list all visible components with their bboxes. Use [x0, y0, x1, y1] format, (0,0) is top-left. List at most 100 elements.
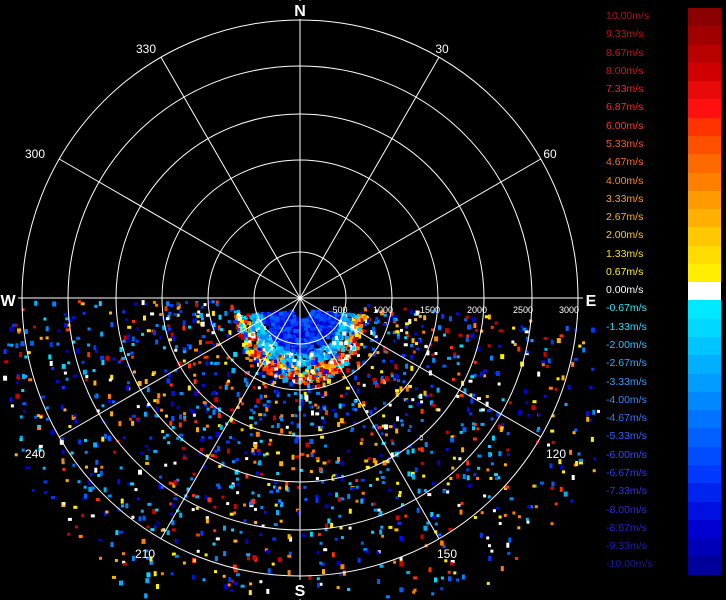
legend-row: 4.00m/s	[605, 172, 725, 191]
echo-cell	[80, 302, 85, 306]
echo-cell	[263, 413, 267, 417]
echo-cell	[508, 401, 512, 405]
echo-cell	[390, 372, 394, 376]
echo-cell	[122, 339, 126, 343]
echo-cell	[321, 311, 326, 316]
echo-cell	[294, 366, 298, 370]
echo-cell	[343, 357, 348, 362]
echo-cell	[194, 317, 198, 321]
echo-cell	[357, 353, 360, 357]
echo-cell	[260, 312, 265, 316]
echo-cell	[295, 337, 300, 342]
echo-cell	[506, 485, 510, 489]
echo-cell	[271, 367, 276, 372]
echo-cell	[236, 323, 241, 328]
echo-cell	[153, 399, 157, 403]
echo-cell	[490, 549, 494, 553]
legend-swatch	[688, 117, 721, 136]
echo-cell	[264, 341, 269, 346]
echo-cell	[396, 336, 400, 340]
echo-cell	[212, 343, 216, 347]
echo-cell	[438, 325, 441, 331]
echo-cell	[422, 474, 426, 478]
echo-cell	[321, 345, 326, 350]
south-label: S	[295, 583, 306, 600]
echo-cell	[122, 436, 126, 440]
echo-cell	[160, 528, 164, 532]
legend-row: -8.67m/s	[605, 519, 725, 539]
echo-cell	[597, 409, 600, 413]
echo-cell	[173, 480, 177, 485]
echo-cell	[537, 412, 541, 416]
echo-cell	[492, 509, 496, 513]
echo-cell	[142, 515, 146, 521]
echo-cell	[311, 376, 316, 381]
echo-cell	[167, 441, 171, 445]
legend-label: 8.67m/s	[606, 46, 644, 59]
echo-cell	[24, 375, 27, 378]
echo-cell	[305, 332, 310, 337]
echo-cell	[354, 408, 358, 412]
echo-cell	[203, 303, 207, 307]
echo-cell	[36, 414, 40, 418]
echo-cell	[74, 418, 78, 424]
echo-cell	[343, 361, 348, 366]
echo-cell	[115, 530, 119, 536]
echo-cell	[274, 400, 278, 404]
echo-cell	[379, 510, 383, 514]
echo-cell	[268, 336, 272, 341]
echo-cell	[431, 592, 435, 596]
echo-cell	[565, 326, 569, 331]
echo-cell	[279, 349, 284, 354]
echo-cell	[77, 480, 81, 484]
echo-cell	[420, 408, 424, 414]
echo-cell	[155, 508, 159, 512]
bearing-spoke	[58, 158, 301, 299]
echo-cell	[318, 327, 323, 332]
echo-cell	[382, 323, 387, 326]
echo-cell	[274, 360, 278, 363]
echo-cell	[406, 449, 410, 455]
echo-cell	[287, 372, 292, 377]
echo-cell	[259, 350, 263, 355]
echo-cell	[235, 326, 239, 330]
echo-cell	[267, 348, 271, 353]
echo-cell	[317, 341, 322, 346]
echo-cell	[451, 466, 455, 470]
echo-cell	[195, 302, 199, 308]
echo-cell	[377, 426, 382, 430]
echo-cell	[373, 351, 376, 357]
echo-cell	[461, 574, 465, 580]
echo-cell	[392, 331, 396, 335]
echo-cell	[118, 421, 122, 427]
echo-cell	[285, 485, 288, 491]
echo-cell	[300, 380, 305, 384]
echo-cell	[342, 570, 346, 576]
echo-cell	[306, 454, 310, 458]
echo-cell	[240, 402, 244, 406]
echo-cell	[442, 545, 446, 548]
echo-cell	[43, 480, 48, 484]
echo-cell	[19, 438, 23, 442]
echo-cell	[110, 542, 114, 547]
echo-cell	[278, 369, 281, 375]
legend-label: 3.33m/s	[606, 192, 644, 205]
echo-cell	[224, 384, 228, 390]
legend-swatch	[688, 263, 721, 283]
echo-cell	[126, 482, 130, 486]
echo-cell	[156, 521, 160, 525]
echo-cell	[466, 334, 470, 338]
echo-cell	[292, 337, 297, 342]
echo-cell	[281, 365, 286, 370]
echo-cell	[243, 346, 248, 351]
echo-cell	[345, 354, 350, 358]
echo-cell	[309, 338, 314, 343]
echo-cell	[324, 356, 329, 361]
echo-cell	[138, 469, 142, 475]
echo-cell	[65, 349, 69, 353]
echo-cell	[61, 437, 65, 441]
echo-cell	[545, 364, 549, 368]
echo-cell	[270, 319, 275, 324]
legend-swatch	[688, 446, 721, 466]
echo-cell	[239, 319, 244, 323]
